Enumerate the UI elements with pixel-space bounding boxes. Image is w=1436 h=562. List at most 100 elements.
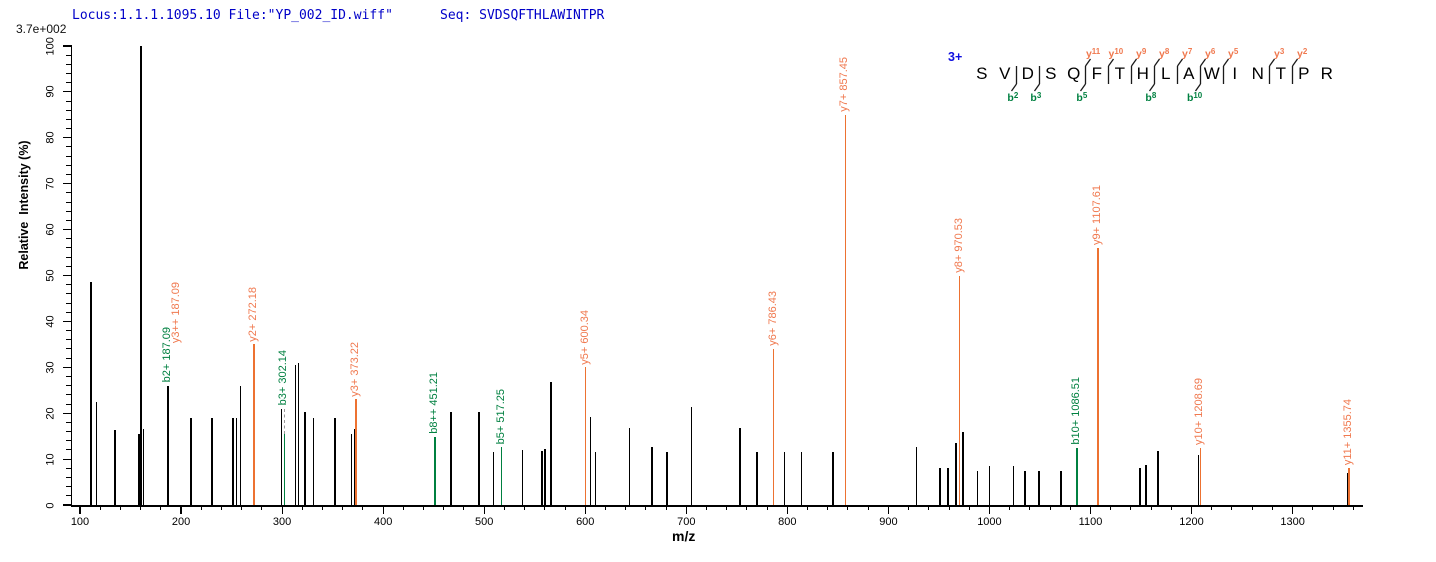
y-minor-tick [66,495,71,497]
y-ion-tag-y8: y8 [1158,47,1170,60]
cleavage-mark [1010,66,1017,92]
peak [350,433,353,505]
x-major-tick [584,506,586,514]
y-minor-tick [66,449,71,451]
peak [297,362,300,505]
peak [239,385,242,505]
y-minor-tick [66,431,71,433]
precursor-charge: 3+ [948,50,963,64]
y-minor-tick [66,54,71,56]
peak [521,449,524,505]
ion-label-b10: b10+ 1086.51 [1069,377,1082,446]
y-ion-tag-y2: y2 [1296,47,1308,60]
b-ion-tag-b2: b2 [1007,91,1019,104]
peak [140,46,142,505]
peak [690,406,693,505]
b-ion-tag-b5: b5 [1076,91,1088,104]
peak [988,465,991,505]
y-minor-tick [66,421,71,423]
peak [190,417,192,505]
x-major-tick [1190,506,1193,514]
x-minor-tick [1150,506,1152,510]
y-major-tick [62,229,71,231]
cleavage-mark [1222,58,1229,84]
x-minor-tick [1029,506,1031,510]
peak [976,470,979,505]
peak [589,416,592,505]
peak [1038,470,1040,505]
cleavage-mark [1130,58,1137,84]
y-major-tick [62,504,71,506]
residue-S: S [1045,64,1057,83]
y-ion-tag-y9: y9 [1135,47,1147,60]
x-minor-tick [119,506,121,510]
y-tick-label: 40 [44,315,57,328]
cleavage-mark [1079,58,1091,92]
ion-label-y9: y9+ 1107.61 [1091,184,1104,245]
y-minor-tick [66,256,71,258]
y-tick-label: 100 [44,36,57,55]
peak [353,429,356,505]
peak [651,447,653,505]
x-minor-tick [665,506,667,510]
x-minor-tick [1332,506,1334,510]
x-major-tick [281,506,283,514]
x-minor-tick [524,506,526,510]
peak [1060,470,1062,505]
y-minor-tick [66,146,71,148]
x-minor-tick [322,506,324,510]
ion-label-y10: y10+ 1208.69 [1193,378,1206,446]
x-tick-label: 1100 [1078,516,1103,528]
x-minor-tick [968,506,970,510]
y-ion-tag-y7: y7 [1181,47,1193,60]
peak [541,450,543,505]
ion-label-y7: y7+ 857.45 [838,57,851,112]
peak-y2 [253,344,255,505]
peak-b5 [500,447,503,505]
ion-label-y6: y6+ 786.43 [766,291,779,346]
x-tick-label: 900 [879,516,898,528]
x-tick-label: 1000 [977,516,1002,528]
x-tick-label: 1300 [1280,516,1305,528]
peak-y5 [584,367,587,505]
peak [739,427,741,505]
peak [142,429,145,505]
y-tick-label: 70 [44,177,57,190]
y-minor-tick [66,192,71,194]
x-minor-tick [463,506,465,510]
x-major-tick [483,506,485,514]
peak-y8 [958,275,961,505]
peak [550,381,552,505]
ion-label-y2: y2+ 272.18 [246,286,259,342]
y-minor-tick [66,486,71,488]
peak-b2 [167,385,169,505]
residue-R: R [1320,64,1333,83]
x-minor-tick [726,506,728,510]
y-tick-label: 50 [44,269,57,282]
x-minor-tick [1130,506,1132,510]
x-minor-tick [1009,506,1011,510]
peak [1024,470,1026,505]
ion-label-b5: b5+ 517.25 [494,388,507,445]
y-minor-tick [66,155,71,157]
y-minor-tick [66,302,71,304]
peak [235,417,238,505]
y-tick-label: 60 [44,223,57,236]
peak [90,282,92,505]
peak [95,401,98,505]
x-minor-tick [564,506,566,510]
cleavage-mark [1148,58,1160,92]
base-peak-intensity: 3.7e+002 [16,22,67,36]
peak [947,468,949,505]
peak [955,443,957,505]
y-minor-tick [66,348,71,350]
peak [783,452,786,505]
peak [1139,468,1141,505]
x-minor-tick [99,506,101,510]
y-tick-label: 10 [44,452,57,466]
